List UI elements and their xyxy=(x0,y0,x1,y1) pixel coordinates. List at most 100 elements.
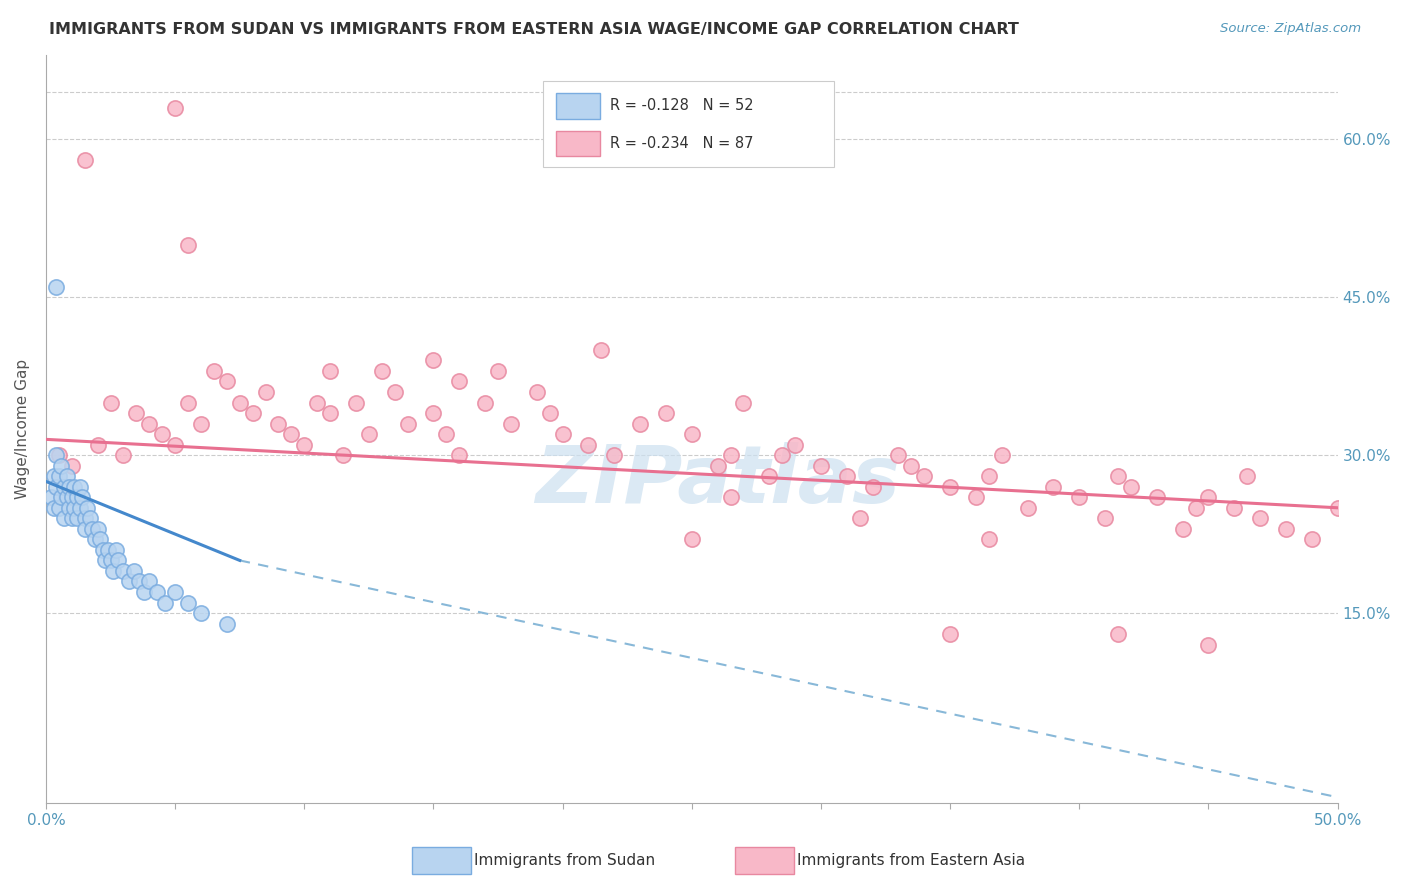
Point xyxy=(146,585,169,599)
Point xyxy=(307,395,329,409)
Point xyxy=(939,627,962,641)
Point xyxy=(104,542,127,557)
Point xyxy=(887,448,910,462)
Point xyxy=(100,553,122,567)
Point xyxy=(48,448,70,462)
Point xyxy=(758,469,780,483)
Point xyxy=(58,500,80,515)
Point xyxy=(254,384,277,399)
Point xyxy=(86,522,108,536)
Point xyxy=(681,533,703,547)
Point xyxy=(1042,480,1064,494)
Text: R = -0.234   N = 87: R = -0.234 N = 87 xyxy=(610,136,754,151)
Point xyxy=(39,490,62,504)
Y-axis label: Wage/Income Gap: Wage/Income Gap xyxy=(15,359,30,499)
Point xyxy=(128,574,150,589)
Point xyxy=(79,511,101,525)
Point xyxy=(42,500,65,515)
Point xyxy=(862,480,884,494)
Point xyxy=(526,384,548,399)
Point xyxy=(86,437,108,451)
Point xyxy=(1107,469,1129,483)
Point xyxy=(578,437,600,451)
Point xyxy=(190,606,212,620)
Point xyxy=(810,458,832,473)
Point xyxy=(835,469,858,483)
Point xyxy=(165,585,187,599)
Point xyxy=(134,585,156,599)
Point xyxy=(720,490,742,504)
Point xyxy=(1249,511,1271,525)
Point xyxy=(486,364,509,378)
Point xyxy=(1094,511,1116,525)
Point xyxy=(591,343,613,357)
Point xyxy=(706,458,728,473)
Point xyxy=(1171,522,1194,536)
Point xyxy=(977,469,1000,483)
Point xyxy=(384,384,406,399)
Point xyxy=(434,427,457,442)
Point xyxy=(70,490,93,504)
Point xyxy=(51,490,73,504)
Point xyxy=(165,101,187,115)
Point xyxy=(202,364,225,378)
Point xyxy=(122,564,145,578)
Point xyxy=(977,533,1000,547)
Point xyxy=(332,448,354,462)
Point xyxy=(45,448,67,462)
Point xyxy=(73,511,96,525)
Point xyxy=(177,595,200,609)
Point xyxy=(150,427,173,442)
Text: Immigrants from Sudan: Immigrants from Sudan xyxy=(474,854,655,868)
Point xyxy=(912,469,935,483)
Point xyxy=(177,237,200,252)
Point xyxy=(177,395,200,409)
Point xyxy=(900,458,922,473)
Point xyxy=(82,522,104,536)
Point xyxy=(42,469,65,483)
Point xyxy=(60,490,83,504)
Point xyxy=(1326,500,1348,515)
Point xyxy=(357,427,380,442)
Point xyxy=(76,500,98,515)
Point xyxy=(69,500,91,515)
Point xyxy=(84,533,107,547)
Point xyxy=(292,437,315,451)
Point xyxy=(1146,490,1168,504)
Point xyxy=(45,279,67,293)
Point xyxy=(319,406,342,420)
Point xyxy=(63,480,86,494)
Point xyxy=(720,448,742,462)
Point xyxy=(551,427,574,442)
FancyBboxPatch shape xyxy=(557,130,600,156)
Point xyxy=(91,542,114,557)
Point xyxy=(60,511,83,525)
Point xyxy=(107,553,129,567)
Point xyxy=(965,490,987,504)
Point xyxy=(94,553,117,567)
Text: IMMIGRANTS FROM SUDAN VS IMMIGRANTS FROM EASTERN ASIA WAGE/INCOME GAP CORRELATIO: IMMIGRANTS FROM SUDAN VS IMMIGRANTS FROM… xyxy=(49,22,1019,37)
Point xyxy=(66,490,89,504)
Point xyxy=(785,437,807,451)
Point xyxy=(280,427,302,442)
Point xyxy=(45,480,67,494)
Point xyxy=(422,353,444,368)
Point xyxy=(499,417,522,431)
Point xyxy=(48,500,70,515)
Point xyxy=(53,480,76,494)
Point xyxy=(51,458,73,473)
FancyBboxPatch shape xyxy=(557,94,600,119)
Point xyxy=(89,533,111,547)
Point xyxy=(396,417,419,431)
Point xyxy=(344,395,367,409)
Point xyxy=(1107,627,1129,641)
Point xyxy=(449,448,471,462)
Point xyxy=(1301,533,1323,547)
Point xyxy=(117,574,139,589)
Point xyxy=(125,406,148,420)
Point xyxy=(474,395,496,409)
Text: Source: ZipAtlas.com: Source: ZipAtlas.com xyxy=(1220,22,1361,36)
Point xyxy=(112,448,135,462)
Point xyxy=(153,595,176,609)
Point xyxy=(138,574,160,589)
